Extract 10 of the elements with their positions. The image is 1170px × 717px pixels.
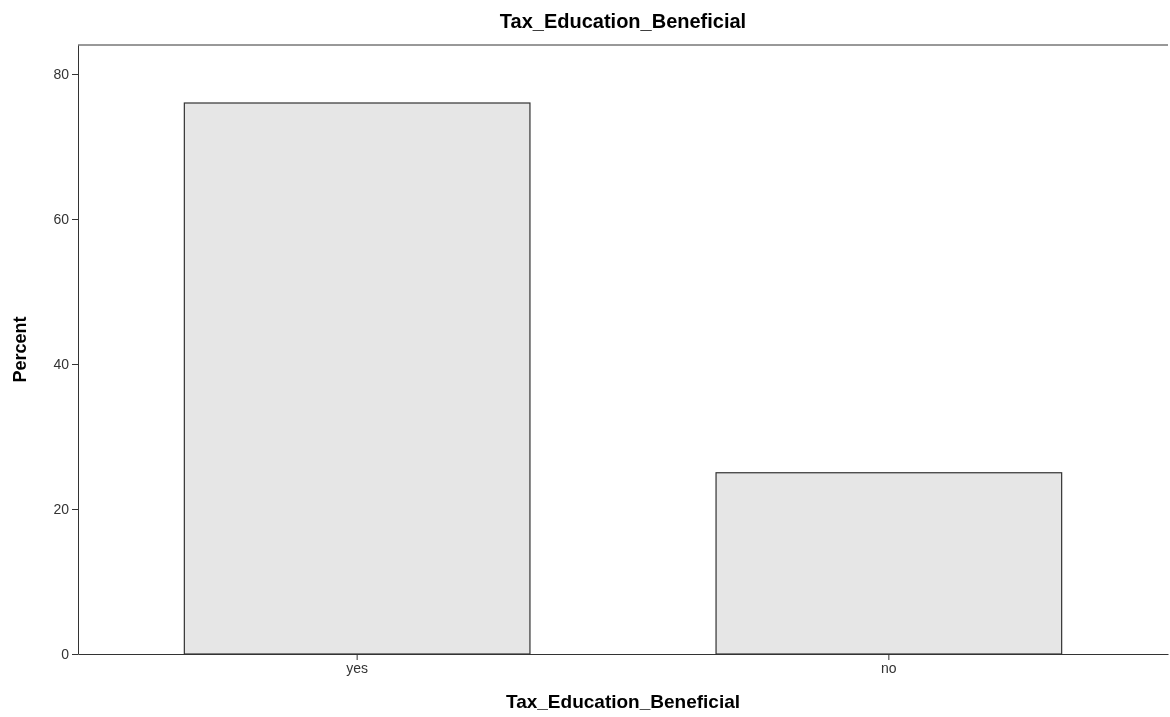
x-tick-label: yes — [346, 659, 369, 676]
y-axis-title: Percent — [10, 316, 30, 383]
x-axis-title: Tax_Education_Beneficial — [505, 691, 741, 712]
chart-title: Tax_Education_Beneficial — [499, 10, 747, 32]
y-tick-label: 80 — [53, 65, 70, 82]
x-tick-label: no — [881, 659, 897, 676]
y-tick-label: 20 — [53, 500, 70, 517]
y-tick-label: 60 — [53, 210, 70, 227]
y-tick-label: 0 — [61, 645, 70, 662]
y-tick-label: 40 — [53, 355, 70, 372]
